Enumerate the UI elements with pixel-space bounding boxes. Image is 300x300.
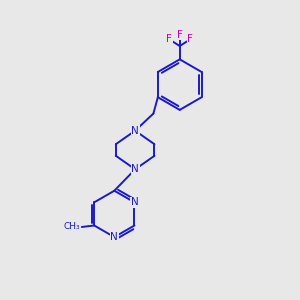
Text: F: F <box>177 30 183 40</box>
Text: CH₃: CH₃ <box>64 223 80 232</box>
Text: F: F <box>167 34 172 44</box>
Text: N: N <box>131 126 139 136</box>
Text: N: N <box>110 232 118 242</box>
Text: N: N <box>131 164 139 174</box>
Text: F: F <box>187 34 193 44</box>
Text: N: N <box>130 197 138 207</box>
